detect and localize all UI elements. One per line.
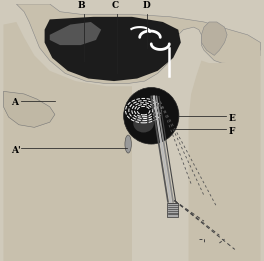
Text: E: E xyxy=(228,114,235,123)
Text: C: C xyxy=(112,1,119,10)
Polygon shape xyxy=(50,22,101,45)
Ellipse shape xyxy=(124,87,179,144)
Polygon shape xyxy=(3,91,55,127)
Polygon shape xyxy=(201,22,227,55)
Polygon shape xyxy=(188,50,261,261)
Text: D: D xyxy=(142,1,150,10)
Polygon shape xyxy=(3,22,132,261)
Polygon shape xyxy=(16,4,261,84)
Text: B: B xyxy=(78,1,86,10)
Text: A': A' xyxy=(11,146,21,155)
Polygon shape xyxy=(3,4,261,261)
Text: A: A xyxy=(11,98,18,108)
Polygon shape xyxy=(167,203,178,217)
Ellipse shape xyxy=(125,135,131,153)
Ellipse shape xyxy=(133,115,154,133)
Text: F: F xyxy=(228,127,235,136)
Polygon shape xyxy=(45,17,181,81)
